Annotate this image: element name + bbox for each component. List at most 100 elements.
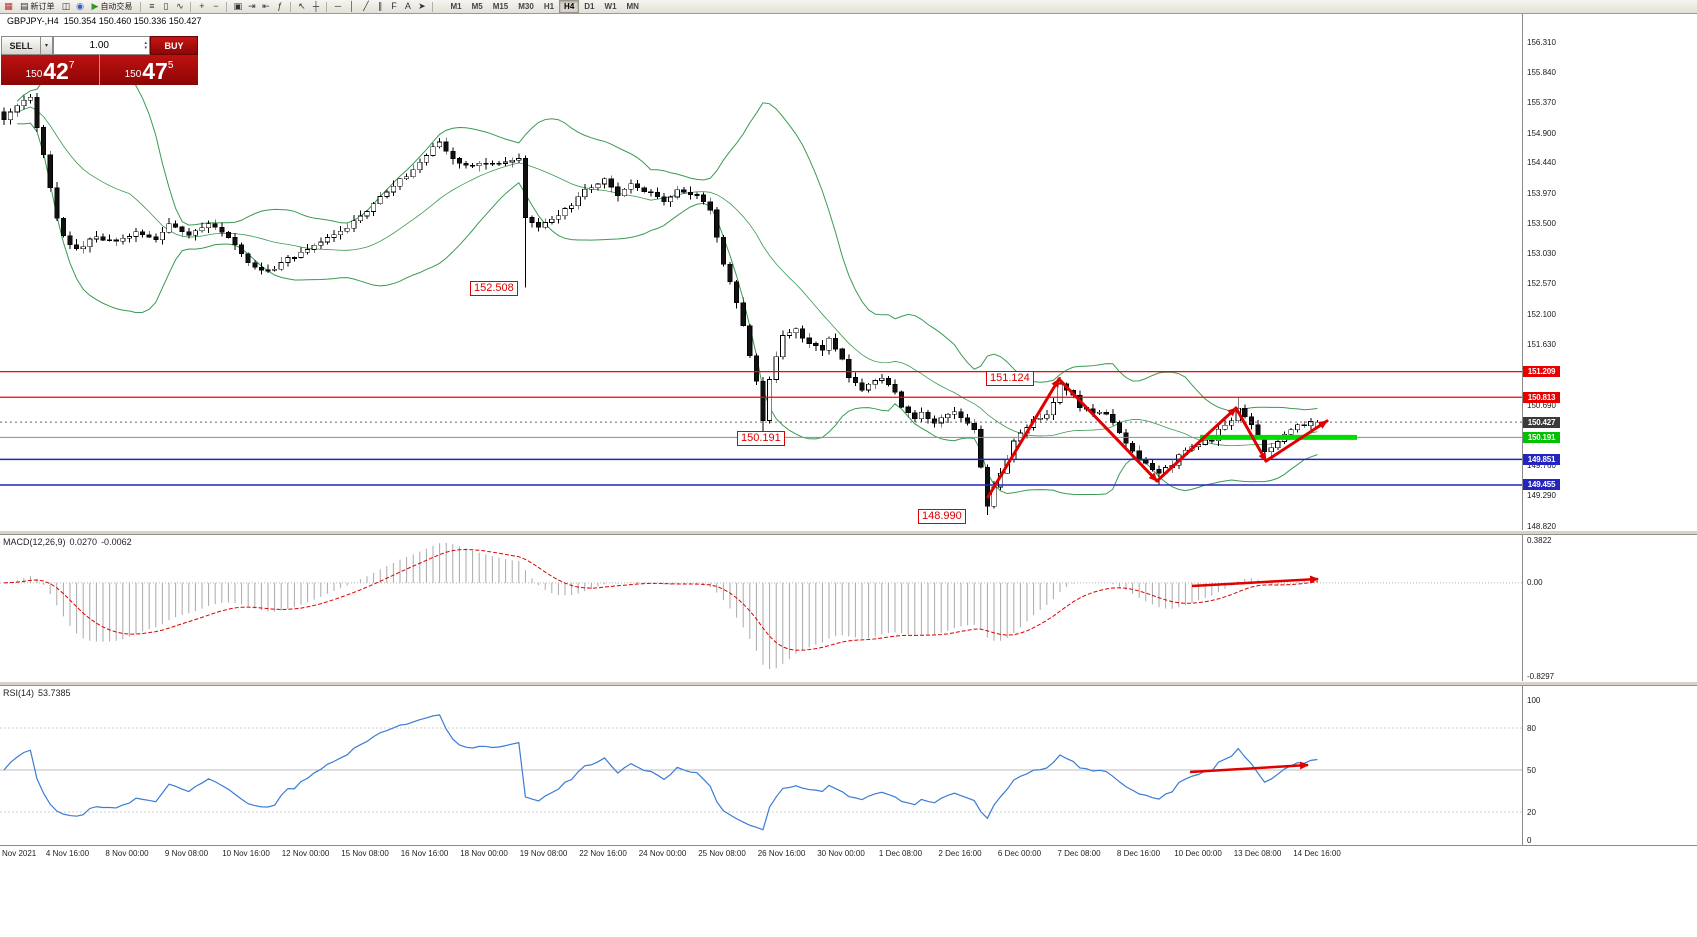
tile-windows-button[interactable]: ▣: [231, 1, 244, 13]
candlestick-mode-button[interactable]: ▯: [159, 1, 172, 13]
rsi-trend-arrow[interactable]: [1189, 761, 1309, 774]
date-axis-label: 19 Nov 08:00: [519, 849, 568, 858]
date-axis[interactable]: [0, 846, 1697, 866]
timeframe-m30-button[interactable]: M30: [518, 2, 534, 11]
trade-panel-controls: SELL ▾ 1.00 ▴ ▾ BUY: [1, 36, 198, 55]
toolbar-separator: [432, 1, 434, 12]
arrow-objects-button[interactable]: ➤: [415, 1, 428, 13]
zoom-out-button[interactable]: −: [209, 1, 222, 13]
rsi-panel-layer[interactable]: [0, 714, 1522, 831]
indicators-button[interactable]: ƒ: [273, 1, 286, 13]
trade-panel-prices: 150 42 7 150 47 5: [1, 55, 198, 85]
auto-scroll-icon: ⇥: [248, 1, 256, 11]
volume-spinner[interactable]: ▴ ▾: [144, 40, 147, 51]
text-label-icon: A: [404, 1, 411, 11]
support-149851-tag: 149.851: [1523, 453, 1560, 465]
date-axis-label: 10 Dec 00:00: [1174, 849, 1222, 858]
new-order-label: 新订单: [30, 2, 55, 11]
price-callout-148-990[interactable]: 148.990: [918, 509, 966, 524]
panel-splitter[interactable]: [0, 681, 1697, 686]
timeframe-d1-button[interactable]: D1: [584, 2, 595, 11]
new-chart-button[interactable]: ▦: [2, 1, 15, 13]
timeframe-w1-button[interactable]: W1: [604, 2, 617, 11]
price-axis[interactable]: [1523, 14, 1697, 845]
ask-price-button[interactable]: 150 47 5: [99, 55, 198, 85]
trendline-icon: ╱: [363, 1, 369, 11]
timeframe-m15-button[interactable]: M15: [492, 2, 509, 11]
volume-value: 1.00: [89, 40, 109, 51]
dropdown-icon: ▾: [44, 43, 48, 49]
line-chart-mode-button[interactable]: ∿: [173, 1, 186, 13]
price-axis-tick: 154.900: [1527, 128, 1556, 138]
bar-chart-mode-button[interactable]: ≡: [145, 1, 158, 13]
order-type-dropdown-button[interactable]: ▾: [41, 36, 53, 55]
timeframe-m1-button[interactable]: M1: [450, 2, 462, 11]
rsi-scale-0: 0: [1527, 835, 1532, 845]
price-axis-tick: 155.840: [1527, 67, 1556, 77]
toolbar-separator: [326, 1, 328, 12]
autotrading-button[interactable]: ▶ 自动交易: [88, 1, 137, 13]
ask-pipette: 5: [167, 60, 174, 71]
rsi-line: [3, 714, 1318, 831]
timeframe-mn-button[interactable]: MN: [626, 2, 639, 11]
web-community-button[interactable]: ◉: [74, 1, 87, 13]
price-axis-tick: 153.030: [1527, 249, 1556, 259]
rsi-indicator-label: RSI(14) 53.7385: [3, 688, 71, 698]
date-axis-label: 22 Nov 16:00: [579, 849, 627, 858]
one-click-trading-panel: SELL ▾ 1.00 ▴ ▾ BUY 150 42 7 150 47 5: [1, 36, 198, 85]
sell-button[interactable]: SELL: [1, 36, 41, 55]
timeframe-m5-button[interactable]: M5: [471, 2, 483, 11]
auto-scroll-button[interactable]: ⇥: [245, 1, 258, 13]
horizontal-line-button[interactable]: ─: [331, 1, 344, 13]
cursor-button[interactable]: ↖: [295, 1, 308, 13]
vertical-line-button[interactable]: │: [345, 1, 358, 13]
zoom-in-button[interactable]: +: [195, 1, 208, 13]
price-callout-151-124[interactable]: 151.124: [986, 371, 1034, 386]
price-axis-tick: 153.500: [1527, 219, 1556, 229]
equidistant-channel-button[interactable]: ∥: [373, 1, 386, 13]
price-axis-tick: 152.570: [1527, 279, 1556, 289]
bollinger-upper-band: [16, 46, 1318, 412]
chart-shift-button[interactable]: ⇤: [259, 1, 272, 13]
zoom-in-icon: +: [199, 1, 205, 11]
trend-arrows[interactable]: [986, 377, 1329, 499]
panel-splitter[interactable]: [0, 530, 1697, 535]
price-axis-tick: 149.760: [1527, 460, 1556, 470]
chart-shift-icon: ⇤: [262, 1, 270, 11]
resistance-151209-tag: 151.209: [1523, 366, 1560, 378]
price-callout-150-191[interactable]: 150.191: [737, 431, 785, 446]
date-axis-label: 7 Dec 08:00: [1057, 849, 1101, 858]
fibonacci-button[interactable]: F: [387, 1, 400, 13]
web-community-icon: ◉: [76, 1, 84, 11]
toolbar-separator: [190, 1, 192, 12]
indicators-icon: ƒ: [277, 1, 283, 11]
macd-trend-arrow[interactable]: [1191, 575, 1319, 588]
timeframe-h4-button[interactable]: H4: [559, 0, 580, 13]
market-watch-button[interactable]: ◫: [60, 1, 73, 13]
text-label-button[interactable]: A: [401, 1, 414, 13]
date-axis-label: 9 Nov 08:00: [164, 849, 209, 858]
new-order-button[interactable]: ▤ 新订单: [16, 1, 59, 13]
macd-scale-max: 0.3822: [1527, 535, 1552, 545]
date-axis-label: Nov 2021: [2, 849, 37, 858]
price-callout-152-508[interactable]: 152.508: [470, 281, 518, 296]
price-chart-layer[interactable]: [0, 46, 1522, 516]
bid-price-button[interactable]: 150 42 7: [1, 55, 99, 85]
date-axis-label: 18 Nov 00:00: [460, 849, 508, 858]
toolbar-separator: [140, 1, 142, 12]
date-axis-label: 14 Dec 16:00: [1293, 849, 1341, 858]
macd-panel-layer[interactable]: [0, 542, 1522, 670]
timeframe-h1-button[interactable]: H1: [543, 2, 555, 11]
buy-button[interactable]: BUY: [150, 36, 198, 55]
crosshair-button[interactable]: ┼: [309, 1, 322, 13]
arrow-objects-icon: ➤: [418, 1, 426, 11]
bollinger-lower-band: [17, 122, 1318, 495]
ask-pips: 47: [142, 58, 168, 84]
date-axis-label: 4 Nov 16:00: [45, 849, 90, 858]
candles: [1, 92, 1320, 516]
price-axis-tick: 153.970: [1527, 188, 1556, 198]
trendline-button[interactable]: ╱: [359, 1, 372, 13]
volume-input[interactable]: 1.00 ▴ ▾: [53, 36, 150, 55]
resistance-150813-tag: 150.813: [1523, 391, 1560, 403]
